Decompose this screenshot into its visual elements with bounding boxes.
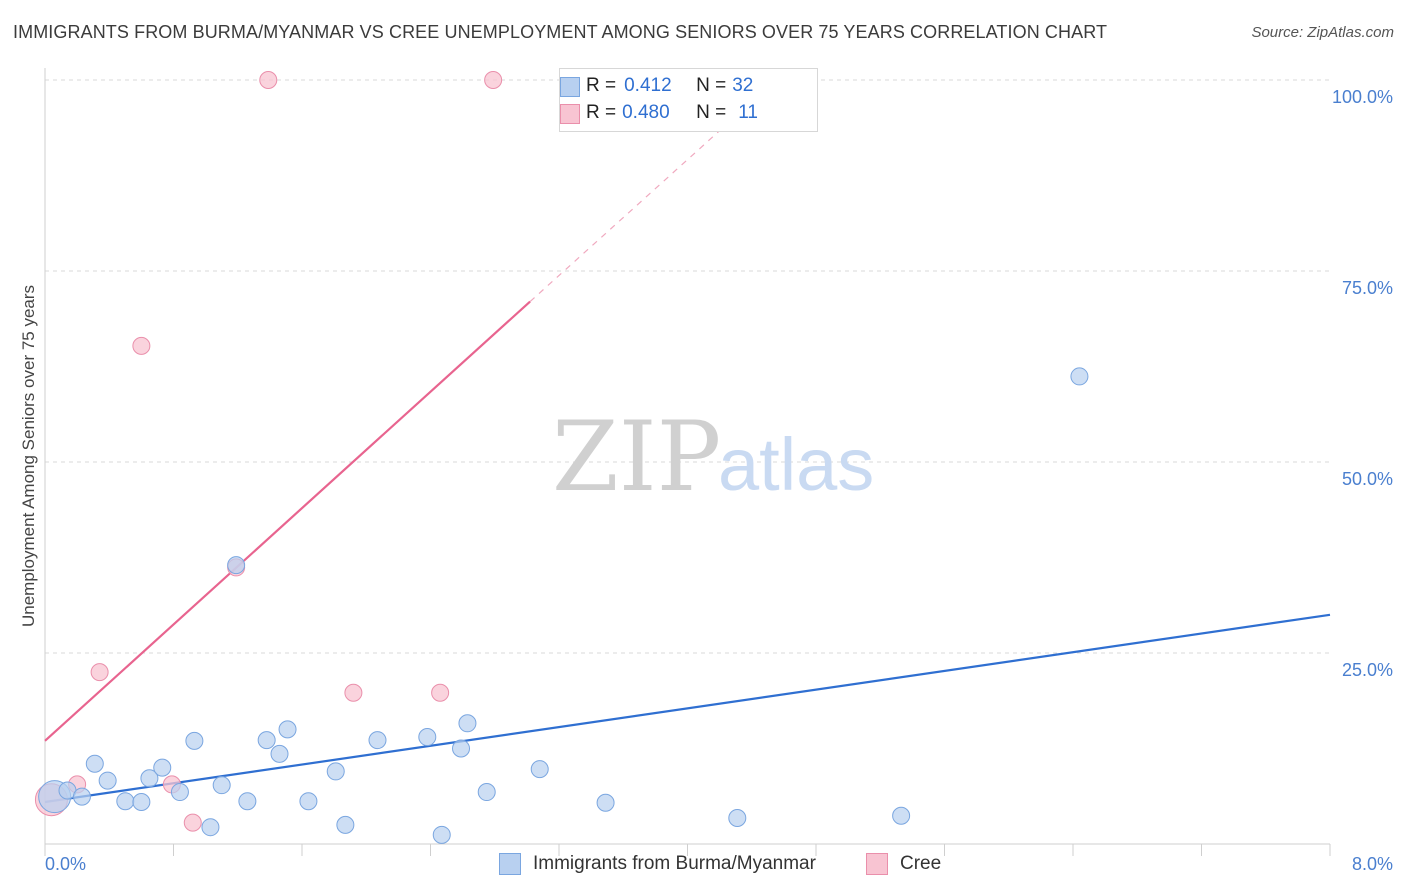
legend-row-burma: R = 0.412 N = 32 [560, 73, 754, 99]
trend-line-cree [44, 300, 531, 742]
point-burma [257, 731, 276, 750]
x-tick-label: 8.0% [1352, 854, 1393, 874]
y-tick-label: 75.0% [1342, 278, 1393, 298]
watermark: ZIP atlas [552, 401, 874, 513]
point-burma [170, 783, 189, 802]
trend-line-burma [44, 613, 1331, 804]
legend-r-value: 0.480 [622, 102, 670, 123]
point-burma [153, 758, 172, 777]
stats-legend: R = 0.412 N = 32 R = 0.480 N = 11 [559, 68, 818, 132]
watermark-zip: ZIP [552, 401, 721, 513]
point-cree [259, 71, 278, 89]
point-burma [132, 792, 151, 811]
point-burma [116, 792, 135, 811]
bottom-legend-swatch-burma [499, 853, 521, 875]
bottom-legend-label-cree: Cree [900, 853, 942, 874]
legend-n-value: 11 [738, 102, 758, 123]
data-points [34, 71, 1089, 844]
point-burma [1070, 367, 1089, 386]
point-burma [85, 754, 104, 773]
point-burma [596, 793, 615, 812]
point-burma [201, 818, 220, 837]
point-cree [90, 663, 109, 682]
y-tick-label: 100.0% [1332, 87, 1393, 107]
bottom-legend-label-burma: Immigrants from Burma/Myanmar [533, 853, 816, 874]
point-cree [431, 683, 450, 702]
legend-swatch-cree [560, 104, 580, 124]
watermark-atlas: atlas [718, 423, 874, 506]
y-tick-label: 25.0% [1342, 660, 1393, 680]
point-burma [326, 762, 345, 781]
bottom-legend-cree: Cree [866, 851, 941, 877]
bottom-legend-burma: Immigrants from Burma/Myanmar [499, 851, 816, 877]
legend-r-label: R = [586, 75, 617, 96]
point-burma [432, 825, 451, 844]
point-burma [72, 787, 91, 806]
tick-labels: 25.0% 50.0% 75.0% 100.0% 0.0% 8.0% [45, 87, 1393, 874]
legend-r-value: 0.412 [624, 75, 672, 96]
point-cree [344, 683, 363, 702]
x-tick-label: 0.0% [45, 854, 86, 874]
point-burma [299, 792, 318, 811]
point-burma [418, 728, 437, 747]
point-burma [185, 731, 204, 750]
bottom-legend-swatch-cree [866, 853, 888, 875]
point-burma [238, 792, 257, 811]
point-cree [183, 813, 202, 832]
legend-row-cree: R = 0.480 N = 11 [560, 100, 758, 126]
point-cree [132, 336, 151, 355]
legend-n-label: N = [696, 75, 727, 96]
point-burma [530, 760, 549, 779]
y-tick-label: 50.0% [1342, 469, 1393, 489]
point-cree [484, 71, 503, 89]
point-burma [98, 771, 117, 790]
source-label: Source: ZipAtlas.com [1251, 24, 1394, 41]
chart-title: IMMIGRANTS FROM BURMA/MYANMAR VS CREE UN… [13, 22, 1108, 42]
point-burma [477, 783, 496, 802]
point-burma [728, 809, 747, 828]
trend-lines [44, 79, 1331, 804]
axes [44, 68, 1331, 856]
point-burma [278, 720, 297, 739]
legend-n-label: N = [696, 102, 727, 123]
legend-n-value: 32 [732, 75, 754, 96]
point-burma [270, 744, 289, 763]
legend-swatch-burma [560, 77, 580, 97]
point-burma [336, 815, 355, 834]
point-burma [458, 714, 477, 733]
point-burma [140, 769, 159, 788]
point-burma [368, 731, 387, 750]
point-burma [227, 556, 246, 575]
point-burma [892, 806, 911, 825]
point-burma [212, 776, 231, 795]
y-axis-label: Unemployment Among Seniors over 75 years [19, 285, 38, 627]
legend-r-label: R = [586, 102, 617, 123]
point-burma [452, 739, 471, 758]
